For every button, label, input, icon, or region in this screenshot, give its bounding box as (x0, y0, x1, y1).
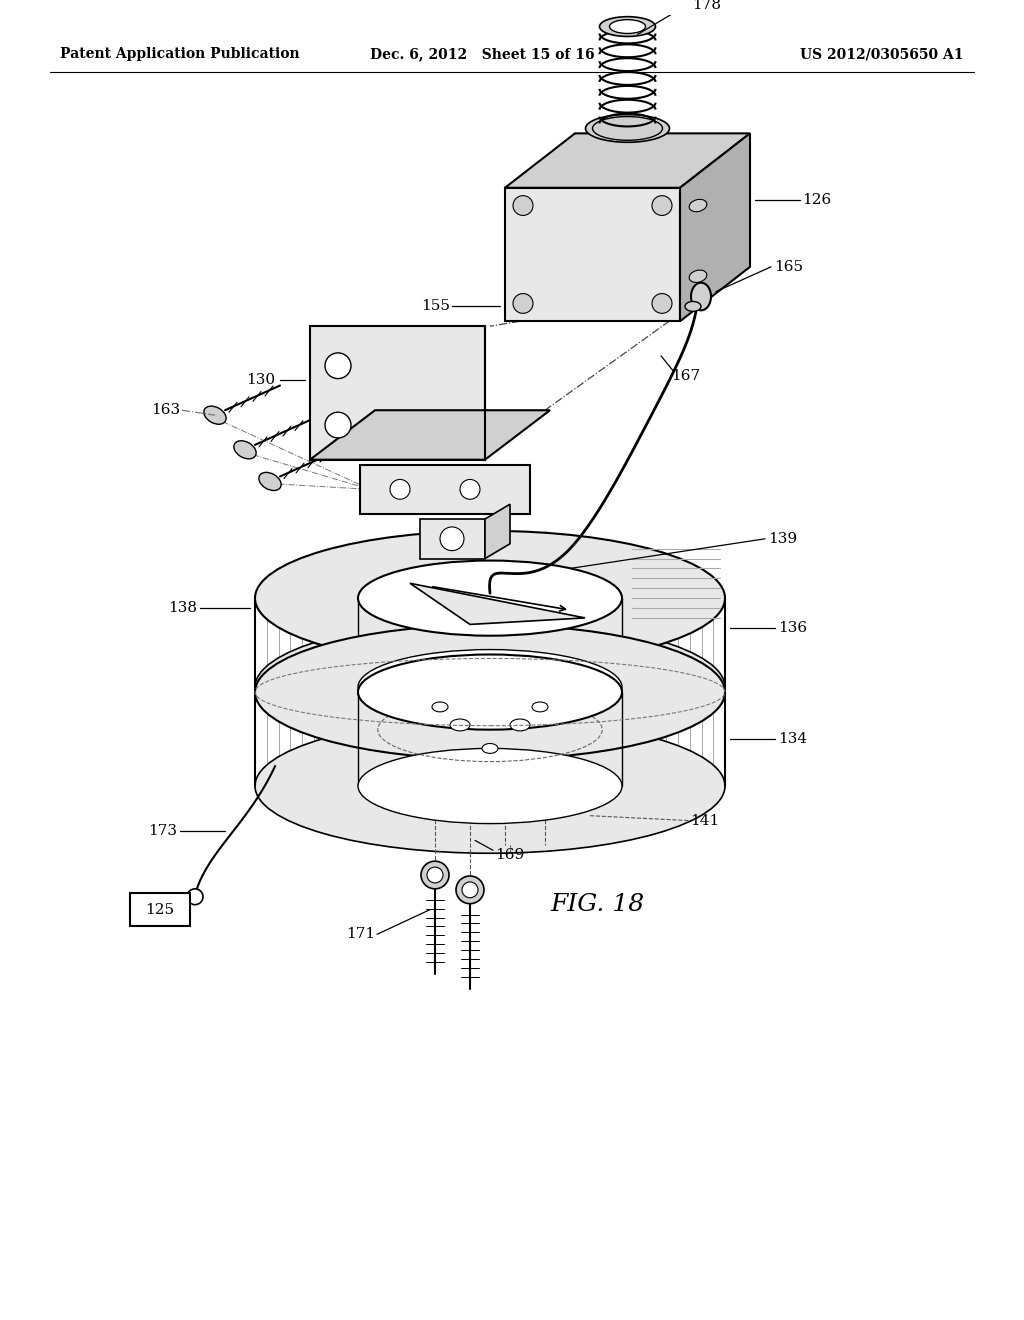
Ellipse shape (255, 624, 725, 759)
Text: 139: 139 (768, 532, 797, 545)
Ellipse shape (440, 527, 464, 550)
Polygon shape (485, 504, 510, 558)
Polygon shape (360, 465, 530, 513)
Ellipse shape (432, 702, 449, 711)
Ellipse shape (325, 412, 351, 438)
Text: 173: 173 (148, 824, 177, 837)
Ellipse shape (325, 352, 351, 379)
Ellipse shape (358, 748, 622, 824)
Polygon shape (420, 519, 485, 558)
Ellipse shape (255, 531, 725, 665)
Ellipse shape (187, 888, 203, 904)
Text: 126: 126 (802, 193, 831, 207)
Ellipse shape (462, 882, 478, 898)
Ellipse shape (358, 561, 622, 636)
Text: US 2012/0305650 A1: US 2012/0305650 A1 (801, 48, 964, 61)
Ellipse shape (510, 719, 530, 731)
Text: 155: 155 (421, 300, 450, 313)
Text: 134: 134 (778, 733, 807, 746)
Ellipse shape (691, 282, 711, 310)
FancyBboxPatch shape (130, 892, 190, 927)
Ellipse shape (204, 407, 226, 424)
Ellipse shape (255, 719, 725, 853)
Text: 165: 165 (774, 260, 803, 273)
Ellipse shape (609, 20, 645, 33)
Ellipse shape (358, 655, 622, 730)
Text: 171: 171 (346, 928, 375, 941)
Text: 163: 163 (151, 403, 180, 417)
Polygon shape (410, 583, 585, 624)
Polygon shape (310, 411, 550, 459)
Polygon shape (505, 133, 750, 187)
Ellipse shape (421, 861, 449, 888)
Polygon shape (310, 326, 485, 459)
Ellipse shape (259, 473, 282, 491)
Ellipse shape (456, 876, 484, 904)
Ellipse shape (450, 719, 470, 731)
Ellipse shape (255, 620, 725, 754)
Polygon shape (505, 187, 680, 321)
Ellipse shape (586, 115, 670, 143)
Polygon shape (680, 133, 750, 321)
Ellipse shape (599, 17, 655, 37)
Text: 167: 167 (671, 368, 700, 383)
Ellipse shape (513, 195, 534, 215)
Ellipse shape (513, 293, 534, 313)
Text: FIG. 18: FIG. 18 (550, 894, 644, 916)
Text: Dec. 6, 2012   Sheet 15 of 16: Dec. 6, 2012 Sheet 15 of 16 (370, 48, 595, 61)
Text: 169: 169 (495, 849, 524, 862)
Text: 178: 178 (692, 0, 722, 12)
Ellipse shape (460, 479, 480, 499)
Ellipse shape (652, 195, 672, 215)
Ellipse shape (652, 293, 672, 313)
Text: Patent Application Publication: Patent Application Publication (60, 48, 300, 61)
Ellipse shape (233, 441, 256, 459)
Ellipse shape (689, 199, 707, 211)
Ellipse shape (532, 702, 548, 711)
Text: 130: 130 (246, 372, 275, 387)
Ellipse shape (685, 301, 701, 312)
Ellipse shape (358, 649, 622, 725)
Ellipse shape (482, 743, 498, 754)
Ellipse shape (427, 867, 443, 883)
Ellipse shape (689, 271, 707, 282)
Text: 138: 138 (168, 601, 197, 615)
Text: 141: 141 (690, 813, 719, 828)
Ellipse shape (390, 479, 410, 499)
Text: 125: 125 (145, 903, 174, 916)
Text: 136: 136 (778, 620, 807, 635)
